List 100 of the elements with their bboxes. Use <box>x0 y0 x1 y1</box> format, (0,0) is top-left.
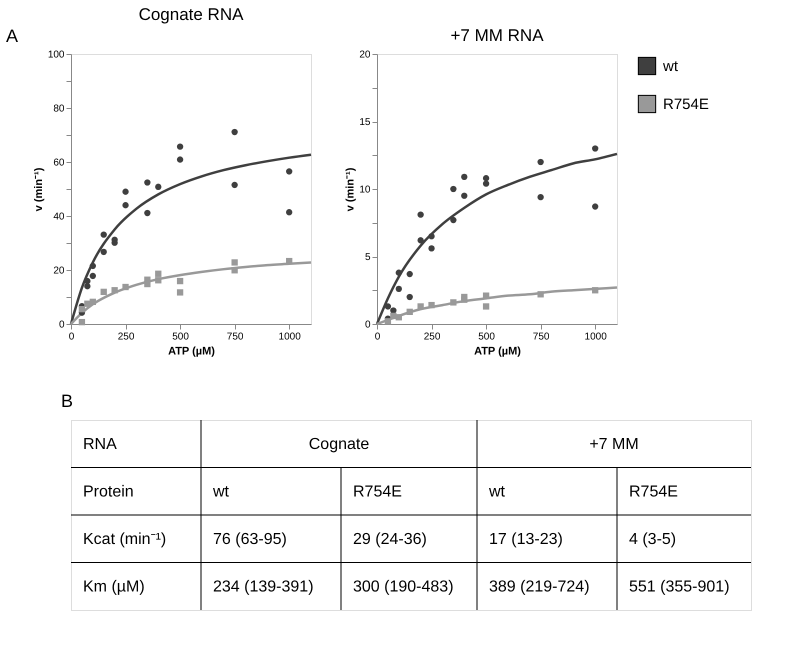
x-tick-label: 250 <box>118 332 135 342</box>
point <box>592 287 598 294</box>
point <box>155 270 162 277</box>
point <box>84 283 91 290</box>
point <box>176 289 184 296</box>
point <box>384 303 392 310</box>
x-tick-label: 750 <box>226 332 244 342</box>
x-tick-label: 1000 <box>278 332 302 342</box>
point <box>450 299 457 306</box>
text: B <box>61 391 74 411</box>
point <box>90 298 96 306</box>
point <box>176 156 184 163</box>
x-axis-title: ATP (µM) <box>474 346 522 358</box>
x-tick-label: 0 <box>68 332 75 342</box>
point <box>111 287 118 294</box>
legend-label: R754E <box>663 96 709 113</box>
point <box>396 314 402 320</box>
text: 4 (3-5) <box>629 530 676 548</box>
point <box>90 272 96 280</box>
point <box>428 245 435 252</box>
chart-title: +7 MM RNA <box>450 26 544 45</box>
text: 17 (13-23) <box>489 530 563 548</box>
point <box>78 306 86 312</box>
x-axis-title: ATP (µM) <box>168 346 216 358</box>
point <box>428 302 435 308</box>
text: 551 (355-901) <box>629 578 730 596</box>
point <box>231 267 238 274</box>
point <box>384 318 392 324</box>
point <box>122 188 129 195</box>
point <box>482 175 490 182</box>
point <box>396 286 402 292</box>
y-tick-label: 40 <box>53 212 65 222</box>
point <box>90 262 96 270</box>
point <box>144 280 151 288</box>
text: 389 (219-724) <box>489 578 590 596</box>
point <box>417 211 424 218</box>
point <box>176 278 184 284</box>
point <box>482 303 490 310</box>
point <box>100 288 107 296</box>
y-tick-label: 15 <box>359 117 371 128</box>
text: wt <box>488 483 506 500</box>
text: Km (µM) <box>83 578 145 596</box>
point <box>592 145 598 152</box>
point <box>461 296 468 303</box>
y-axis-title: v (min⁻¹) <box>344 167 356 212</box>
x-tick-label: 500 <box>478 332 496 342</box>
text: 300 (190-483) <box>353 578 454 596</box>
point <box>592 203 598 210</box>
point <box>450 186 457 192</box>
point <box>176 143 184 150</box>
x-tick-label: 1000 <box>584 332 608 342</box>
y-tick-label: 10 <box>359 184 371 196</box>
text: +7 MM <box>589 436 639 453</box>
y-tick-label: 0 <box>364 320 371 330</box>
point <box>78 318 86 326</box>
point <box>144 179 151 186</box>
text: A <box>6 26 18 46</box>
point <box>231 182 238 188</box>
y-tick-label: 60 <box>53 158 65 168</box>
text: Kcat (min⁻¹) <box>83 530 166 548</box>
point <box>396 270 402 276</box>
point <box>406 308 413 316</box>
point <box>286 209 292 216</box>
point <box>417 303 424 310</box>
point <box>100 231 107 238</box>
chart-title: Cognate RNA <box>138 5 244 24</box>
y-tick-label: 100 <box>48 50 65 60</box>
point <box>450 216 457 224</box>
point <box>537 194 544 200</box>
point <box>144 210 151 216</box>
point <box>231 259 238 266</box>
text: 29 (24-36) <box>353 530 427 548</box>
legend-label: wt <box>662 58 679 75</box>
point <box>537 291 544 298</box>
point <box>122 202 129 208</box>
x-tick-label: 0 <box>374 332 381 342</box>
x-tick-label: 250 <box>424 332 441 342</box>
point <box>155 184 162 190</box>
point <box>537 158 544 166</box>
text: 234 (139-391) <box>213 578 314 596</box>
y-tick-label: 5 <box>364 252 371 263</box>
y-tick-label: 80 <box>53 104 65 114</box>
text: R754E <box>353 483 402 500</box>
text: wt <box>212 483 230 500</box>
point <box>428 233 435 240</box>
point <box>461 192 468 199</box>
text: RNA <box>83 436 118 453</box>
point <box>100 248 107 256</box>
y-tick-label: 20 <box>53 266 65 276</box>
text: 76 (63-95) <box>213 530 287 548</box>
point <box>482 180 490 187</box>
y-axis-title: v (min⁻¹) <box>32 167 45 212</box>
x-tick-label: 500 <box>172 332 190 342</box>
text: Cognate <box>308 436 370 453</box>
point <box>461 174 468 180</box>
point <box>406 270 413 278</box>
text: Protein <box>83 483 134 500</box>
y-tick-label: 0 <box>58 320 65 330</box>
x-tick-label: 750 <box>532 332 550 342</box>
text: R754E <box>629 483 678 500</box>
